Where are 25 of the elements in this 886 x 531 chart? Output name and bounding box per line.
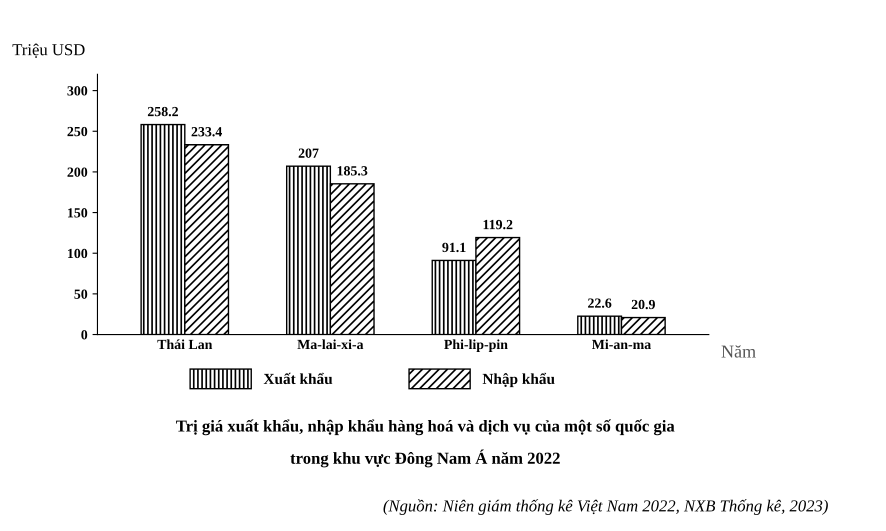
text: Trị giá xuất khẩu, nhập khẩu hàng hoá và dịch vụ của một số quốc gia trong khu vực Đông Nam Á năm 2022	[176, 419, 674, 468]
y-tick-label: 300	[67, 86, 88, 96]
legend-label: Nhập khẩu	[482, 372, 555, 388]
y-tick-label: 0	[81, 330, 88, 340]
x-axis-title: Năm	[722, 345, 756, 358]
x-tick-label: Mi-an-ma	[592, 339, 651, 350]
y-tick-label: 150	[68, 208, 88, 218]
data-label: 91.1	[442, 242, 466, 252]
text: (Nguồn: Niên giám thống kê Việt Nam 2022, NXB Thống kê, 2023)	[384, 499, 828, 515]
x-tick-label: Ma-lai-xi-a	[297, 339, 364, 350]
y-axis-title: Triệu USD	[12, 44, 85, 58]
data-label: 207	[298, 148, 319, 158]
data-label: 233.4	[192, 127, 222, 136]
x-tick-label: Thái Lan	[157, 339, 212, 350]
y-tick-label: 50	[74, 289, 88, 299]
y-tick-label: 250	[67, 126, 88, 136]
data-label: 185.3	[338, 166, 368, 176]
data-label: 22.6	[588, 298, 612, 308]
y-tick-label: 100	[68, 248, 88, 258]
data-label: 20.9	[632, 300, 655, 310]
data-label: 119.2	[484, 220, 512, 230]
x-tick-label: Phi-lip-pin	[444, 339, 508, 352]
data-label: 258.2	[148, 106, 178, 116]
y-tick-label: 200	[67, 167, 88, 177]
legend-label: Xuất khẩu	[264, 372, 332, 384]
